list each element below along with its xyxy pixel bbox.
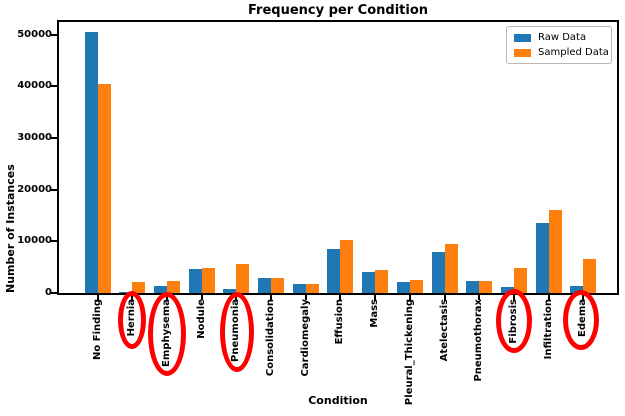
bar-sampled <box>548 210 562 293</box>
x-tick-label-effusion: Effusion <box>334 299 346 345</box>
bar-sampled <box>375 269 389 293</box>
annotation-circle-fibrosis <box>496 289 532 353</box>
x-tick-mark <box>270 295 272 300</box>
y-axis-label: Number of Instances <box>4 164 17 293</box>
bar-raw <box>396 282 410 293</box>
bar-raw <box>535 223 549 293</box>
bar-raw <box>292 283 306 293</box>
legend-label-raw: Raw Data <box>538 32 587 43</box>
bar-sampled <box>479 280 493 293</box>
y-tick-mark <box>51 33 57 36</box>
bar-raw <box>466 280 480 293</box>
annotation-circle-edema <box>563 290 599 350</box>
y-tick-mark <box>51 137 57 140</box>
raw-data-swatch <box>514 33 531 42</box>
legend-entry-raw: Raw Data <box>514 32 604 43</box>
y-tick-label: 40000 <box>17 80 52 92</box>
x-tick-mark <box>478 295 481 300</box>
x-tick-label-no-finding: No Finding <box>91 299 103 360</box>
y-tick-mark <box>51 240 57 243</box>
bar-raw <box>327 249 341 293</box>
legend-label-sampled: Sampled Data <box>538 47 609 58</box>
x-tick-label-pneumothorax: Pneumothorax <box>473 299 485 382</box>
y-tick-mark <box>51 292 57 294</box>
bar-raw <box>84 32 98 293</box>
bar-sampled <box>513 267 527 293</box>
x-tick-mark <box>304 295 307 300</box>
x-tick-mark <box>443 295 446 300</box>
bar-raw <box>258 278 271 293</box>
x-tick-mark <box>547 295 550 300</box>
sampled-data-swatch <box>514 48 531 57</box>
bar-raw <box>431 251 445 293</box>
bar-sampled <box>409 279 423 293</box>
x-tick-label-consolidation: Consolidation <box>265 299 276 377</box>
legend: Raw Data Sampled Data <box>506 26 612 64</box>
y-tick-label: 10000 <box>17 235 52 247</box>
x-tick-label-cardiomegaly: Cardiomegaly <box>299 299 311 377</box>
x-tick-mark <box>374 295 377 300</box>
y-tick-label: 0 <box>45 287 52 298</box>
bar-sampled <box>340 239 354 293</box>
bar-sampled <box>236 263 250 293</box>
y-tick-mark <box>51 188 57 191</box>
bar-raw <box>153 285 167 293</box>
x-tick-mark <box>96 295 99 300</box>
x-tick-label-mass: Mass <box>369 299 381 328</box>
annotation-circle-hernia <box>118 291 146 349</box>
bar-sampled <box>583 259 597 293</box>
y-tick-mark <box>51 85 57 88</box>
legend-entry-sampled: Sampled Data <box>514 47 609 58</box>
bar-sampled <box>271 277 284 293</box>
bar-sampled <box>444 244 458 293</box>
bar-raw <box>223 288 237 293</box>
bar-raw <box>362 272 376 293</box>
y-tick-label: 20000 <box>17 183 52 195</box>
bar-sampled <box>132 281 146 293</box>
bar-raw <box>188 269 202 293</box>
chart-title: Frequency per Condition <box>247 3 429 18</box>
annotation-circle-pneumonia <box>220 292 254 372</box>
x-tick-label-pleural-thickening: Pleural_Thickening <box>403 299 415 406</box>
bar-sampled <box>97 84 111 293</box>
bar-sampled <box>305 283 319 293</box>
bar-raw <box>570 286 584 293</box>
x-tick-label-atelectasis: Atelectasis <box>438 299 450 362</box>
y-tick-label: 30000 <box>17 132 52 144</box>
x-tick-mark <box>339 295 342 300</box>
bar-sampled <box>201 268 215 293</box>
x-tick-label-nodule: Nodule <box>195 299 207 339</box>
x-tick-mark <box>200 295 203 300</box>
bar-sampled <box>166 281 180 293</box>
x-tick-label-infiltration: Infiltration <box>542 299 554 360</box>
x-axis-label: Condition <box>308 394 368 407</box>
x-tick-mark <box>408 295 411 300</box>
annotation-circle-emphysema <box>148 292 186 376</box>
y-tick-label: 50000 <box>17 28 52 40</box>
